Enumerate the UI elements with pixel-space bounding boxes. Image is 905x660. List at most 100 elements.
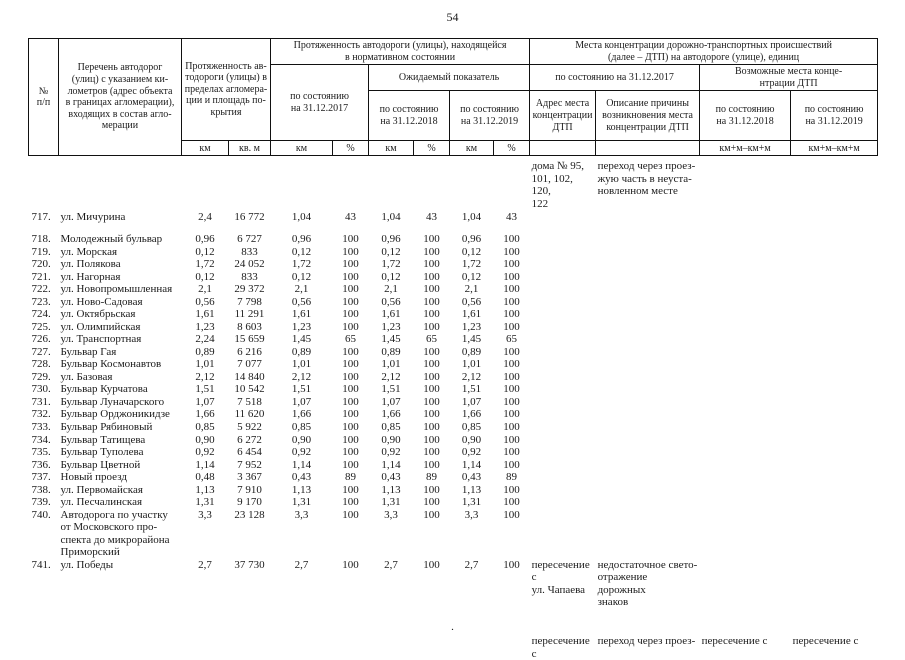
- table-row: дома № 95, 101, 102, 120, 122 переход че…: [29, 156, 878, 211]
- cell-2018-pct: 100: [423, 383, 440, 396]
- cell-2019-km: 1,31: [461, 496, 482, 509]
- cell-dtp-reason: [596, 258, 700, 271]
- header-dtp-2018: по состоянию на 31.12.2018: [699, 90, 792, 142]
- header-dtp-reason: Описание причины возникновения места кон…: [595, 90, 701, 142]
- cell-2017-km: 1,51: [291, 383, 312, 396]
- unit-possible-2019: км+м–км+м: [790, 140, 879, 157]
- cell-2019-km: 1,07: [461, 395, 482, 408]
- cell-area-sqm: 11 291: [234, 308, 265, 321]
- cell-possible-2019: [791, 211, 878, 234]
- cell-area-sqm: 3 367: [237, 471, 262, 484]
- cell-row-number: 738.: [31, 483, 51, 496]
- cell-2019-km: [450, 156, 494, 211]
- cell-dtp-reason: недостаточное свето- отражение дорожных …: [597, 558, 698, 609]
- cell-dtp-address: дома № 95, 101, 102, 120, 122: [531, 160, 584, 210]
- roads-table: № п/п Перечень автодорог (улиц) с указан…: [28, 37, 879, 660]
- cell-2018-pct: 100: [423, 433, 440, 446]
- cell-road-name: Бульвар Курчатова: [60, 383, 148, 396]
- cell-length-km: 1,13: [195, 483, 215, 496]
- cell-2018-pct: 100: [423, 358, 440, 371]
- table-row: 719. ул. Морская 0,12 833 0,12 100 0,12 …: [29, 246, 878, 259]
- header-dtp-address: Адрес места концентрации ДТП: [529, 90, 597, 142]
- cell-length-km: 0,90: [195, 433, 215, 446]
- cell-2018-km: 0,85: [381, 421, 401, 433]
- cell-possible-2018: [700, 408, 791, 421]
- cell-2017-pct: 100: [342, 508, 359, 521]
- cell-2019-km: 0,90: [461, 433, 482, 446]
- cell-length-km: 0,96: [195, 233, 215, 246]
- cell-possible-2018: [700, 459, 791, 472]
- cell-2017-km: 0,12: [291, 270, 312, 283]
- cell-2018-pct: 100: [423, 258, 440, 271]
- cell-possible-2018: [700, 211, 791, 234]
- cell-possible-2019: [791, 246, 878, 259]
- cell-length-km: 0,12: [195, 270, 215, 283]
- table-row: 728. Бульвар Космонавтов 1,01 7 077 1,01…: [29, 358, 878, 371]
- cell-area-sqm: 9 170: [237, 496, 262, 509]
- cell-2017-pct: 100: [342, 421, 359, 433]
- page-number: 54: [446, 10, 459, 24]
- cell-2019-km: 3,3: [464, 508, 479, 521]
- cell-length-km: 0,48: [195, 471, 215, 484]
- cell-dtp-reason: [596, 408, 700, 421]
- header-dtp-places: Места концентрации дорожно-транспортных …: [529, 37, 879, 66]
- cell-area-sqm: 6 727: [237, 233, 262, 246]
- cell-2017-pct: 100: [342, 496, 359, 509]
- header-dtp-2019: по состоянию на 31.12.2019: [790, 90, 879, 142]
- cell-row-number: 733.: [31, 421, 51, 433]
- cell-possible-2019: [791, 333, 878, 346]
- cell-road-name: ул. Мичурина: [60, 210, 126, 223]
- cell-dtp-reason: [596, 434, 700, 447]
- cell-dtp-address: [530, 346, 596, 359]
- cell-road-name: ул. Олимпийская: [60, 320, 141, 333]
- cell-area-sqm: 8 603: [237, 320, 262, 333]
- footer-mark: .: [451, 621, 454, 633]
- cell-2019-pct: 100: [503, 508, 520, 521]
- cell-dtp-reason: [596, 271, 700, 284]
- cell-dtp-address: [530, 383, 596, 396]
- cell-2019-pct: 100: [503, 283, 520, 296]
- cell-2017-pct: 100: [342, 433, 359, 446]
- cell-2019-km: 0,89: [461, 345, 482, 358]
- cell-2018-pct: 100: [423, 295, 440, 308]
- cell-2017-pct: 100: [342, 270, 359, 283]
- cell-road-name: ул. Новопромышленная: [60, 283, 173, 296]
- cell-2017-pct: 100: [342, 258, 359, 271]
- cell-dtp-reason: [596, 371, 700, 384]
- cell-2018-pct: 100: [423, 483, 440, 496]
- unit-2018-pct: %: [413, 140, 451, 157]
- cell-2017-km: 1,07: [291, 395, 312, 408]
- cell-2017-km: 0,12: [291, 245, 312, 258]
- cell-possible-2018: [700, 271, 791, 284]
- cell-2019-km: 0,12: [461, 270, 482, 283]
- cell-possible-2018: [700, 308, 791, 321]
- cell-row-number: 721.: [31, 270, 51, 283]
- cell-2018-pct: 100: [423, 421, 440, 433]
- cell-2017-pct: [333, 609, 369, 660]
- header-row-num: № п/п: [28, 37, 59, 157]
- cell-road-name: ул. Транспортная: [60, 333, 142, 346]
- cell-2018-km: 0,12: [381, 245, 401, 258]
- cell-row-number: 718.: [31, 233, 51, 246]
- cell-2019-km: 1,13: [461, 483, 482, 496]
- table-row: 729. ул. Базовая 2,12 14 840 2,12 100 2,…: [29, 371, 878, 384]
- cell-area-sqm: 23 128: [234, 508, 265, 521]
- cell-2018-km: 0,43: [381, 471, 401, 484]
- cell-possible-2018: [700, 346, 791, 359]
- cell-length-km: 3,3: [198, 508, 212, 521]
- cell-dtp-address: [530, 434, 596, 447]
- cell-2017-km: 1,45: [291, 333, 312, 346]
- cell-possible-2018: [700, 434, 791, 447]
- cell-dtp-address: пересечение с: [531, 634, 590, 660]
- cell-dtp-address: [530, 246, 596, 259]
- cell-2019-km: 1,66: [461, 408, 482, 421]
- cell-dtp-address: [530, 283, 596, 296]
- table-row: 720. ул. Полякова 1,72 24 052 1,72 100 1…: [29, 258, 878, 271]
- cell-possible-2019: [791, 509, 878, 559]
- unit-2018-km: км: [368, 140, 415, 157]
- cell-2019-pct: 100: [503, 558, 520, 571]
- cell-length-km: 1,07: [195, 395, 215, 408]
- cell-length-km: 0,56: [195, 295, 215, 308]
- cell-road-name: Новый проезд: [60, 471, 127, 484]
- cell-row-number: 739.: [31, 496, 51, 509]
